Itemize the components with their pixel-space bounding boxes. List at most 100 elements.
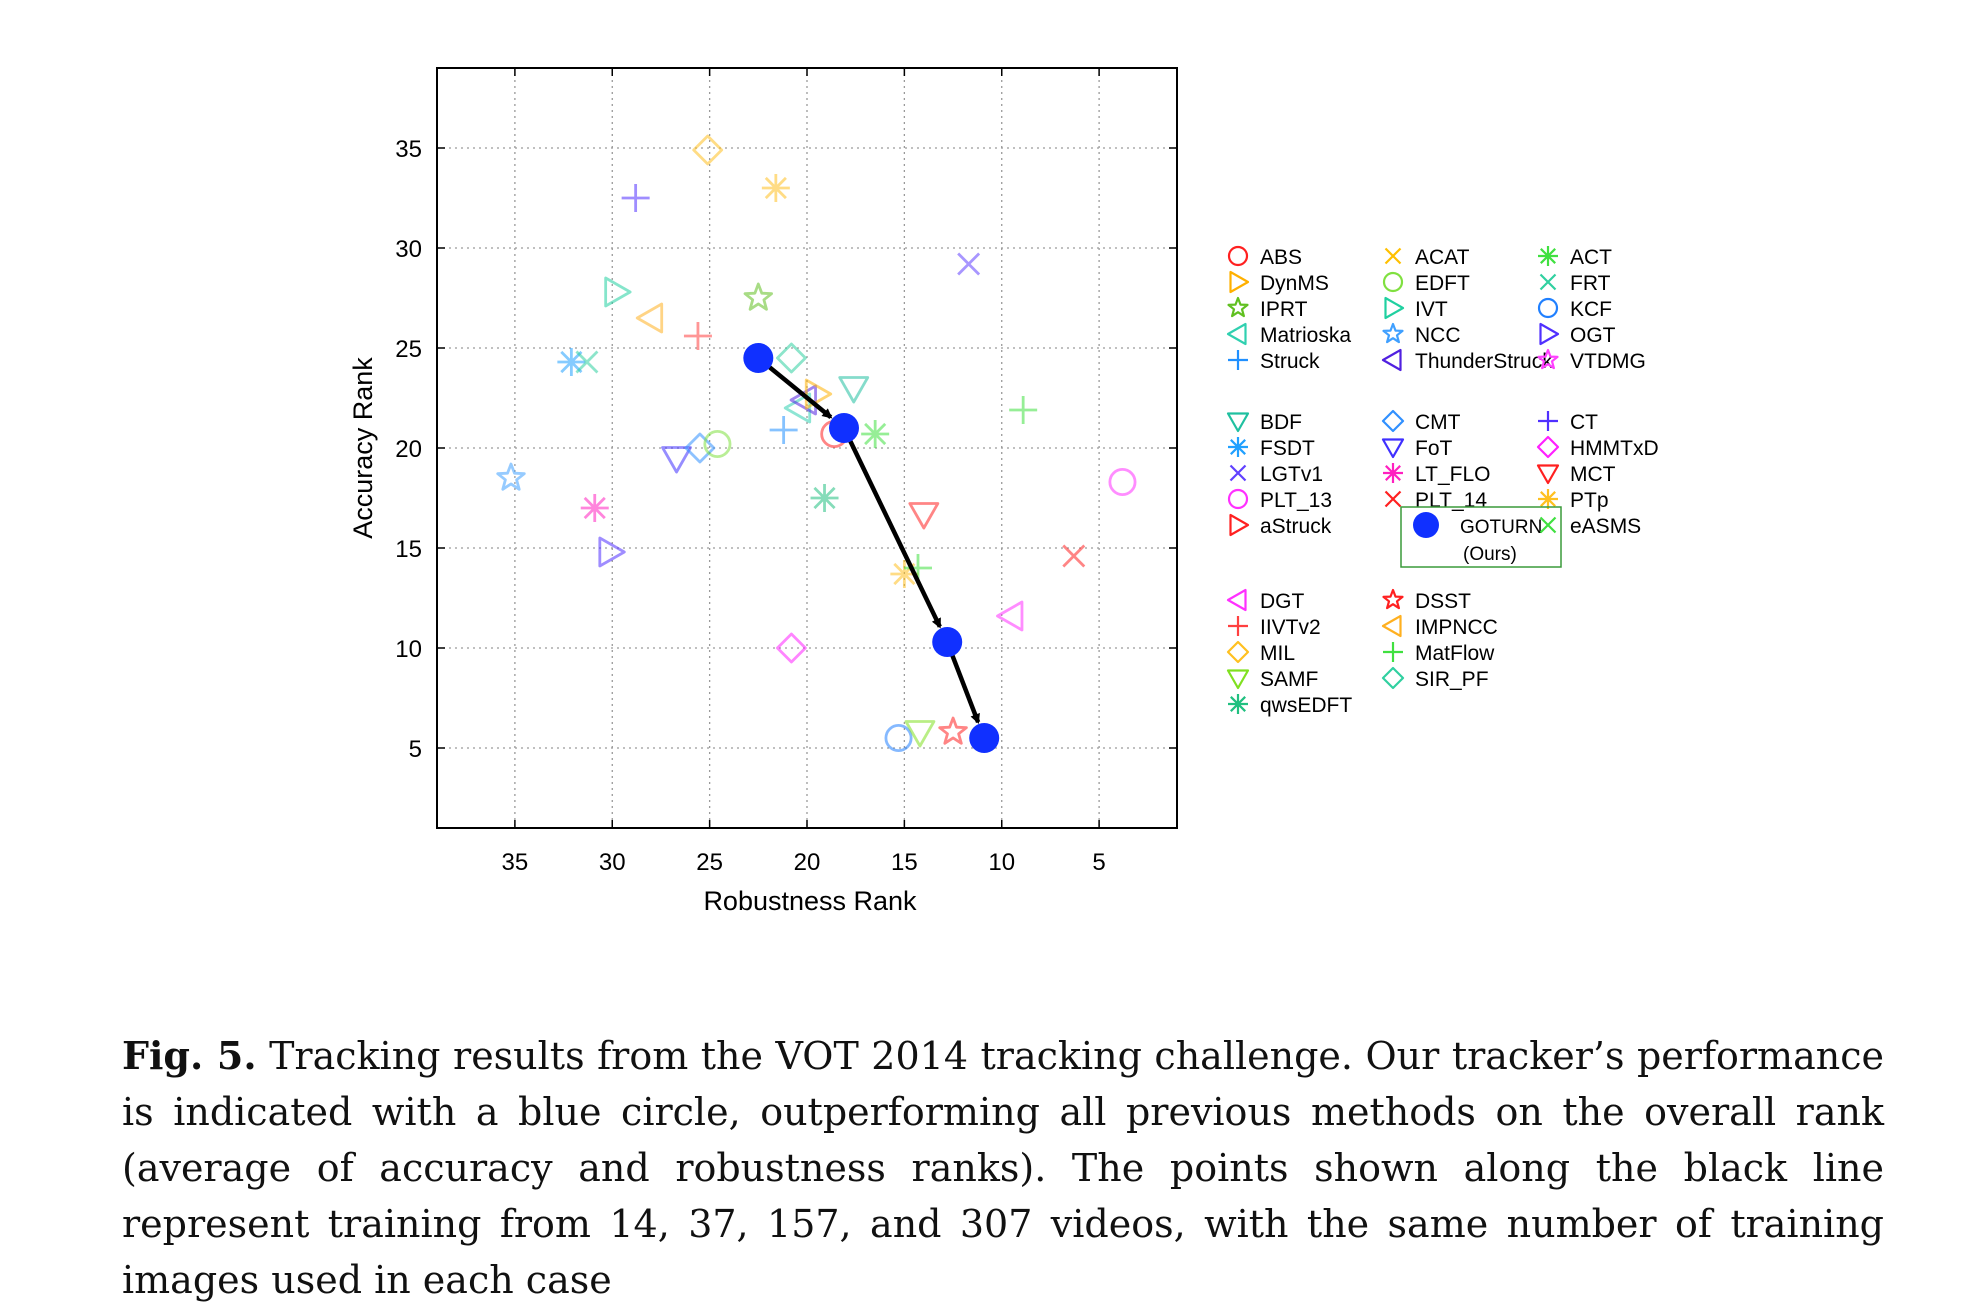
legend-label: HMMTxD (1570, 437, 1659, 460)
grid-lines (437, 68, 1177, 828)
legend-marker (1381, 438, 1405, 459)
data-point (743, 282, 773, 311)
legend-marker (1228, 437, 1248, 457)
legend-label: ACAT (1415, 246, 1470, 269)
data-point (703, 429, 732, 458)
data-point (783, 392, 812, 424)
legend-label: CT (1570, 411, 1598, 434)
legend-marker (1538, 246, 1558, 266)
legend-label: ABS (1260, 246, 1302, 269)
data-point (861, 420, 890, 448)
x-tick-label: 15 (891, 849, 918, 876)
legend-label: IMPNCC (1415, 616, 1498, 639)
legend-label: qwsEDFT (1260, 694, 1352, 717)
data-point (838, 376, 870, 404)
legend-marker (1536, 464, 1560, 485)
data-point (938, 716, 968, 745)
y-tick-label: 35 (395, 136, 422, 163)
legend-marker (1539, 273, 1557, 291)
legend-marker (1228, 694, 1248, 714)
legend-label: DGT (1260, 590, 1305, 613)
legend-label: IVT (1415, 298, 1448, 321)
legend-label: DynMS (1260, 272, 1329, 295)
data-point (692, 134, 724, 166)
legend-label: KCF (1570, 298, 1612, 321)
x-tick-label: 10 (988, 849, 1015, 876)
data-point (684, 432, 716, 464)
y-tick-label: 30 (395, 236, 422, 263)
legend-marker (1381, 614, 1402, 638)
x-tick-label: 20 (794, 849, 821, 876)
x-tick-label: 30 (599, 849, 626, 876)
legend-label: PLT_14 (1415, 489, 1487, 512)
x-tick-label: 5 (1092, 849, 1105, 876)
data-point (884, 724, 913, 753)
legend-marker (1383, 642, 1403, 662)
legend-label: ACT (1570, 246, 1612, 269)
x-tick-label: 25 (696, 849, 723, 876)
legend-marker (1382, 588, 1404, 610)
legend-label: IPRT (1260, 298, 1308, 321)
data-point (761, 174, 790, 202)
legend-marker (1539, 516, 1557, 534)
goturn-point (743, 343, 774, 373)
legend-label: GOTURN (1460, 517, 1542, 538)
data-point (661, 446, 692, 474)
data-point (604, 276, 632, 308)
data-point (1062, 544, 1086, 568)
legend-marker (1537, 297, 1559, 319)
y-axis-ticks: 5 10 15 20 25 30 35 (395, 136, 1177, 763)
data-point (810, 484, 839, 512)
y-tick-label: 5 (409, 736, 422, 763)
legend-marker (1381, 409, 1405, 433)
y-tick-label: 25 (395, 336, 422, 363)
goturn-arrow (846, 436, 942, 629)
goturn-series (743, 343, 1000, 753)
legend-marker (1227, 296, 1249, 318)
legend-label: EDFT (1415, 272, 1470, 295)
data-point (1108, 467, 1137, 496)
legend-label: aStruck (1260, 515, 1332, 538)
legend-marker (1228, 616, 1248, 636)
legend-label: FoT (1415, 437, 1453, 460)
legend-label: OGT (1570, 324, 1616, 347)
legend: ABS ACAT ACT DynMS EDFT FRT IPRT IVT KCF Matriosk… (1226, 245, 1659, 717)
legend-label: NCC (1415, 324, 1461, 347)
legend-marker (1226, 322, 1247, 346)
goturn-point (969, 723, 1000, 753)
x-tick-label: 35 (502, 849, 529, 876)
legend-marker (1383, 463, 1403, 483)
data-point (575, 350, 599, 374)
legend-marker (1381, 666, 1405, 690)
legend-marker (1382, 322, 1404, 344)
legend-marker (1384, 490, 1402, 508)
legend-label: DSST (1415, 590, 1471, 613)
legend-marker (1229, 464, 1247, 482)
legend-marker (1382, 271, 1404, 293)
data-point (580, 494, 609, 522)
legend-label: IIVTv2 (1260, 616, 1321, 639)
legend-label: MCT (1570, 463, 1616, 486)
data-point (683, 322, 712, 350)
legend-label: eASMS (1570, 515, 1641, 538)
legend-label: FRT (1570, 272, 1611, 295)
legend-marker (1536, 435, 1560, 459)
legend-label: SIR_PF (1415, 668, 1489, 691)
legend-marker (1538, 411, 1558, 431)
vot2014-rank-chart: 35 30 25 20 15 10 5 5 10 15 20 25 30 35 Robustness R… (348, 67, 1659, 916)
legend-label: PTp (1570, 489, 1609, 512)
data-point (621, 184, 650, 212)
scatter-points (496, 134, 1137, 753)
data-point (908, 502, 940, 530)
figure-caption: Fig. 5. Tracking results from the VOT 20… (122, 1028, 1884, 1308)
legend-label: PLT_13 (1260, 489, 1332, 512)
legend-marker (1226, 588, 1247, 612)
legend-marker (1226, 640, 1250, 664)
data-point (904, 720, 936, 748)
data-point (635, 302, 664, 334)
y-tick-label: 10 (395, 636, 422, 663)
legend-label: LGTv1 (1260, 463, 1323, 486)
data-point (804, 378, 833, 410)
legend-label: BDF (1260, 411, 1302, 434)
legend-label: VTDMG (1570, 350, 1646, 373)
